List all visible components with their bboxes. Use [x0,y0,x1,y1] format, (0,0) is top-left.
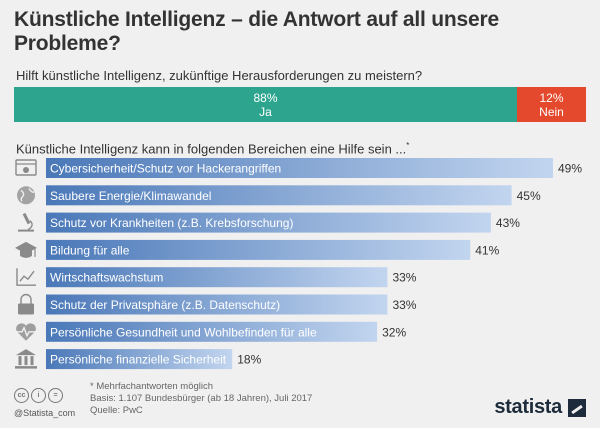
page-title: Künstliche Intelligenz – die Antwort auf… [14,8,499,55]
no-segment: 12% Nein [517,87,586,122]
question-2: Künstliche Intelligenz kann in folgenden… [16,141,409,156]
bar-value: 41% [475,243,499,257]
question-1: Hilft künstliche Intelligenz, zukünftige… [16,68,423,83]
yes-segment: 88% Ja [14,87,517,122]
bar-value: 45% [517,189,541,203]
attribution-icon: i [31,388,46,403]
bar [46,294,388,315]
statista-logo: statista [494,396,586,419]
yes-label: Ja [259,105,272,119]
bar [46,158,553,178]
bar-label: Schutz vor Krankheiten (z.B. Krebsforsch… [50,216,293,230]
bar [46,239,471,260]
bar-label: Persönliche Gesundheit und Wohlbefinden … [50,325,317,339]
growth-chart-icon [16,268,36,286]
bar-value: 49% [558,162,582,176]
bar-value: 33% [392,298,416,312]
bar [46,212,491,233]
license-badges: cc i = [14,388,63,403]
bar-label: Cybersicherheit/Schutz vor Hackerangriff… [50,162,281,176]
bar-label: Saubere Energie/Klimawandel [50,189,211,203]
bar [46,321,378,342]
hacker-icon [15,159,37,176]
bar-label: Persönliche finanzielle Sicherheit [50,353,227,367]
yes-no-bar: 88% Ja 12% Nein [14,87,586,122]
yes-percent: 88% [253,91,278,105]
bar-chart: Cybersicherheit/Schutz vor Hackerangriff… [15,158,582,370]
statista-handle: @Statista_com [14,408,76,418]
bar [46,349,233,370]
microscope-icon [18,212,34,232]
footnote-base: Basis: 1.107 Bundesbürger (ab 18 Jahren)… [90,393,313,404]
footnote-source: Quelle: PwC [90,405,143,416]
statista-logo-icon [568,398,586,417]
bar-label: Wirtschaftswachstum [50,271,163,285]
footnote-mark: * [406,141,410,150]
bar [46,267,388,288]
bar-value: 33% [392,271,416,285]
cc-icon: cc [14,388,29,403]
bar-value: 43% [496,216,520,230]
bar-value: 18% [237,353,261,367]
bar-label: Bildung für alle [50,243,130,257]
no-percent: 12% [539,91,564,105]
bar-value: 32% [382,325,406,339]
question-2-text: Künstliche Intelligenz kann in folgenden… [16,141,407,157]
lock-icon [18,293,34,315]
footnote-multiple: * Mehrfachantworten möglich [90,381,214,392]
bar-label: Schutz der Privatsphäre (z.B. Datenschut… [50,298,280,312]
no-derivatives-icon: = [48,388,63,403]
brand-wordmark: statista [494,396,562,418]
globe-icon [17,186,35,205]
bank-icon [15,349,37,369]
no-label: Nein [539,105,564,119]
bar [46,185,512,206]
footnotes: * Mehrfachantworten möglich Basis: 1.107… [90,381,312,417]
graduation-cap-icon [15,241,37,258]
heartbeat-icon [16,323,36,341]
